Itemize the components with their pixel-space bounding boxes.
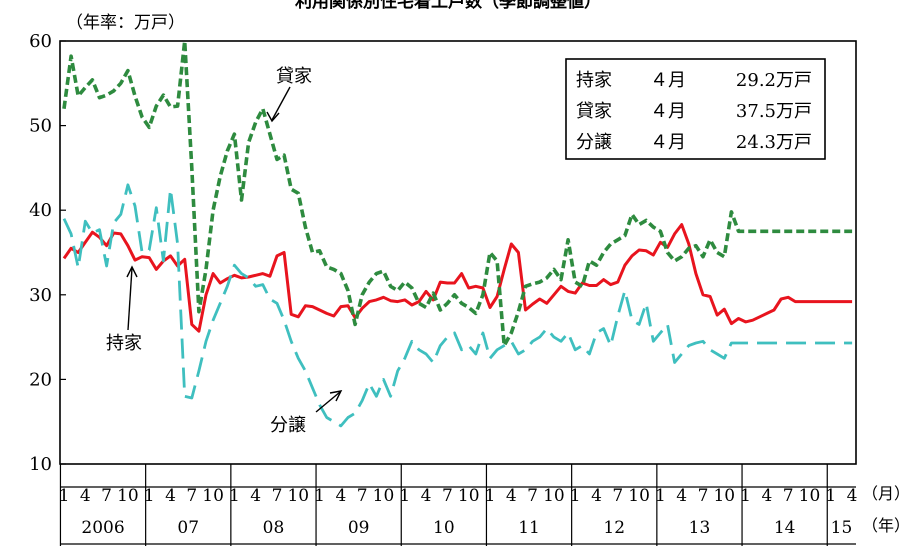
- x-year-label: 13: [689, 518, 711, 538]
- series-lines: [62, 39, 853, 428]
- annotation-arrowhead-chintai: [266, 111, 280, 123]
- x-month-tick-label: 4: [676, 486, 687, 506]
- x-month-tick-label: 1: [59, 486, 70, 506]
- x-year-label: 14: [774, 518, 796, 538]
- legend-value-3: 24.3万戸: [736, 132, 812, 153]
- legend: 持家 ４月 29.2万戸 貸家 ４月 37.5万戸 分譲 ４月 24.3万戸: [565, 58, 826, 160]
- y-axis-ticks: 10 20 30 40 50 60: [29, 31, 52, 475]
- chart-title: 利用関係別住宅着工戸数（季節調整値）: [295, 0, 601, 12]
- x-month-tick-label: 4: [80, 486, 91, 506]
- y-tick-label: 10: [29, 454, 52, 475]
- annotation-label-bunjou: 分譲: [270, 415, 306, 436]
- legend-month-2: ４月: [650, 101, 686, 122]
- legend-name-1: 持家: [576, 70, 612, 91]
- annotation-arrow-chintai: [271, 86, 291, 121]
- legend-value-2: 37.5万戸: [736, 101, 812, 122]
- x-month-tick-label: 10: [373, 486, 395, 506]
- x-month-tick-label: 10: [628, 486, 650, 506]
- annotation-label-mochiie: 持家: [106, 333, 142, 354]
- y-tick-label: 40: [29, 200, 52, 221]
- x-month-tick-label: 10: [117, 486, 139, 506]
- x-axis-year-unit: （年）: [862, 516, 908, 535]
- legend-name-3: 分譲: [576, 132, 612, 153]
- x-month-tick-label: 1: [570, 486, 581, 506]
- annotation-chintai: 貸家: [266, 66, 312, 123]
- plot-area-frame: [59, 40, 857, 465]
- annotation-label-chintai: 貸家: [276, 66, 312, 87]
- y-tick-label: 60: [29, 31, 52, 52]
- x-month-tick-label: 1: [655, 486, 666, 506]
- x-month-tick-label: 7: [612, 486, 623, 506]
- x-month-tick-label: 10: [799, 486, 821, 506]
- x-month-tick-label: 7: [783, 486, 794, 506]
- x-month-tick-label: 7: [272, 486, 283, 506]
- x-month-tick-label: 7: [357, 486, 368, 506]
- x-month-tick-label: 7: [186, 486, 197, 506]
- x-axis-month-unit: （月）: [862, 484, 908, 503]
- x-month-tick-label: 4: [506, 486, 517, 506]
- annotation-arrowhead-bunjou: [329, 390, 343, 402]
- legend-month-3: ４月: [650, 132, 686, 153]
- x-month-tick-label: 1: [399, 486, 410, 506]
- legend-name-2: 貸家: [576, 101, 612, 122]
- annotation-mochiie: 持家: [106, 265, 142, 354]
- annotation-bunjou: 分譲: [270, 390, 343, 436]
- annotation-arrow-bunjou: [315, 391, 341, 413]
- x-month-tick-label: 7: [442, 486, 453, 506]
- x-year-label: 15: [831, 518, 853, 538]
- x-month-tick-label: 1: [314, 486, 325, 506]
- x-month-tick-label: 4: [847, 486, 858, 506]
- x-month-tick-label: 4: [335, 486, 346, 506]
- x-month-tick-label: 4: [250, 486, 261, 506]
- y-tick-label: 50: [29, 116, 52, 137]
- x-year-label: 2006: [81, 518, 124, 538]
- series-line-1: [62, 223, 853, 333]
- x-month-tick-label: 10: [713, 486, 735, 506]
- x-year-label: 07: [177, 518, 199, 538]
- x-month-tick-label: 10: [543, 486, 565, 506]
- annotation-arrowhead-mochiie: [126, 265, 138, 278]
- x-month-tick-label: 4: [591, 486, 602, 506]
- x-month-tick-label: 10: [202, 486, 224, 506]
- x-year-label: 12: [603, 518, 625, 538]
- x-month-tick-label: 4: [165, 486, 176, 506]
- x-month-tick-label: 7: [698, 486, 709, 506]
- x-month-tick-label: 4: [421, 486, 432, 506]
- y-tick-label: 20: [29, 369, 52, 390]
- x-month-tick-label: 7: [527, 486, 538, 506]
- x-year-label: 10: [433, 518, 455, 538]
- legend-value-1: 29.2万戸: [736, 70, 812, 91]
- legend-month-1: ４月: [650, 70, 686, 91]
- x-month-tick-label: 1: [485, 486, 496, 506]
- x-month-tick-label: 1: [740, 486, 751, 506]
- x-month-tick-label: 10: [287, 486, 309, 506]
- x-month-tick-label: 7: [101, 486, 112, 506]
- x-year-label: 11: [518, 518, 540, 538]
- legend-box: [565, 58, 826, 160]
- y-axis-unit-label: （年率：万戸）: [66, 13, 185, 33]
- x-month-tick-label: 1: [229, 486, 240, 506]
- x-month-tick-label: 10: [458, 486, 480, 506]
- x-month-tick-label: 1: [825, 486, 836, 506]
- x-year-label: 09: [348, 518, 370, 538]
- x-month-tick-label: 1: [144, 486, 155, 506]
- series-line-2: [62, 39, 853, 348]
- y-tick-label: 30: [29, 285, 52, 306]
- x-year-label: 08: [263, 518, 285, 538]
- series-line-3: [62, 183, 853, 428]
- annotation-arrow-mochiie: [127, 267, 133, 331]
- x-month-tick-label: 4: [761, 486, 772, 506]
